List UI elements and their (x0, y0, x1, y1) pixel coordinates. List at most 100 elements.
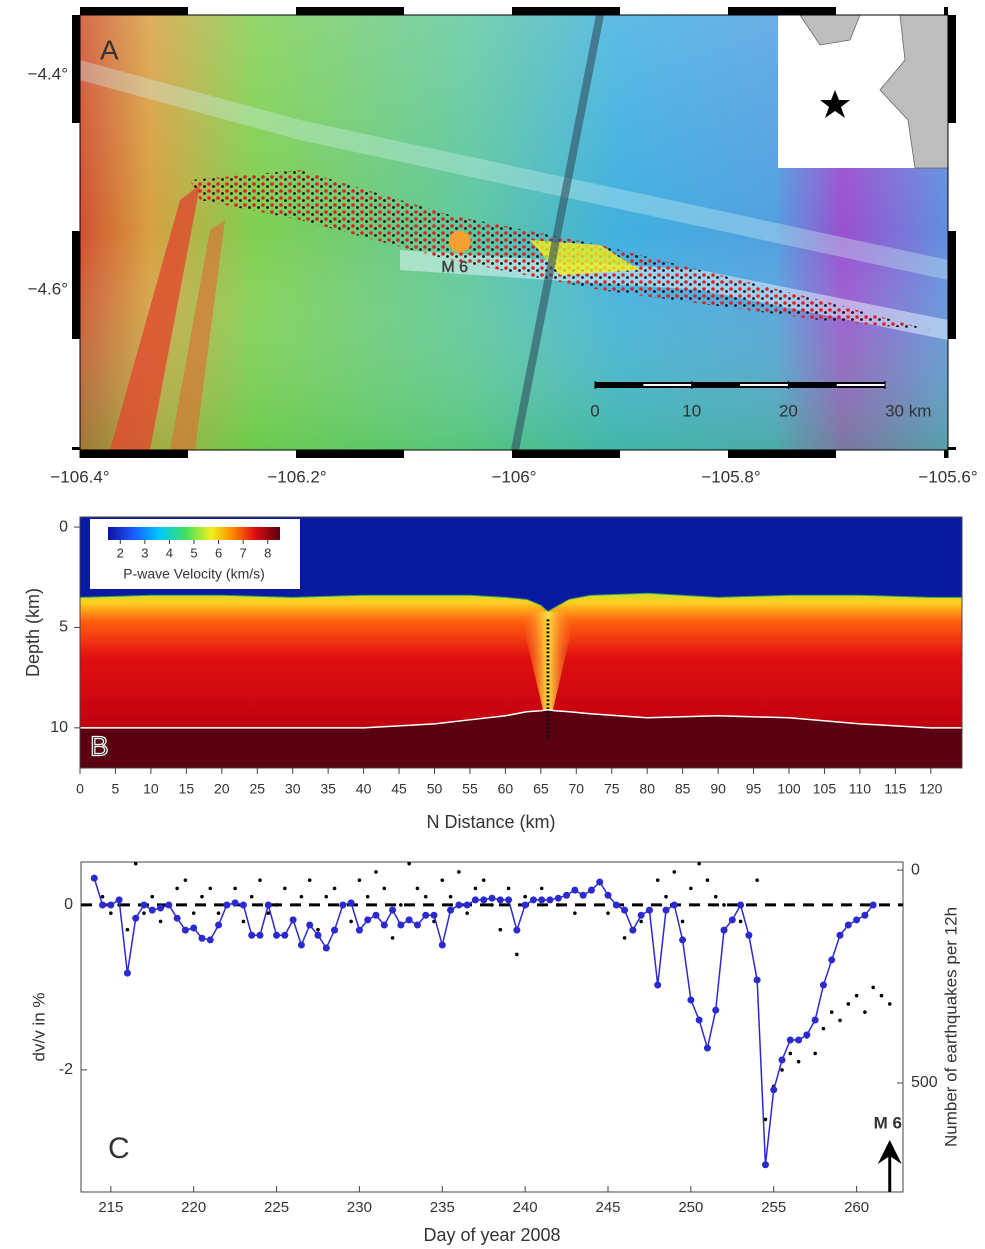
series-marker (215, 921, 223, 929)
annotation-label: M 6 (874, 1113, 902, 1132)
x-tick-label: 225 (264, 1199, 289, 1216)
series-marker (654, 981, 662, 989)
series-marker (397, 921, 405, 929)
data-point (821, 1026, 826, 1031)
data-point (150, 894, 155, 899)
x-tick-label: 260 (844, 1199, 869, 1216)
data-point (440, 878, 445, 882)
data-point (722, 903, 726, 907)
panel-label: C (108, 1132, 130, 1165)
series-marker (496, 896, 504, 904)
series-marker (181, 926, 189, 934)
data-point (299, 894, 304, 899)
series-marker (430, 911, 438, 919)
x-tick-label: 50 (427, 781, 443, 797)
colorbar-tick-label: 2 (117, 545, 124, 560)
series-marker (364, 916, 372, 924)
crust (80, 593, 962, 728)
data-point (357, 878, 362, 882)
data-point (639, 919, 643, 924)
data-point (158, 919, 163, 924)
data-point (274, 903, 279, 907)
data-point (846, 1002, 851, 1006)
x-tick-label: 80 (639, 781, 655, 797)
series-marker (538, 896, 546, 904)
series-marker (753, 976, 761, 984)
series-marker (223, 901, 231, 909)
series-marker (455, 901, 463, 909)
data-point (191, 911, 196, 915)
x-tick-label: 215 (98, 1199, 123, 1216)
data-point (755, 878, 759, 882)
data-point (316, 927, 320, 932)
data-point (705, 878, 710, 882)
data-point (498, 927, 503, 932)
series-marker (157, 904, 165, 912)
series-marker (314, 931, 322, 939)
data-point (133, 861, 138, 866)
data-point (863, 1010, 867, 1014)
series-marker (190, 924, 198, 932)
colorbar-tick-label: 7 (240, 545, 247, 560)
data-point (680, 919, 685, 924)
data-point (125, 927, 130, 932)
y-tick-label: 5 (59, 619, 68, 636)
series-marker (554, 894, 562, 902)
x-tick-label: 85 (675, 781, 691, 797)
y-tick-label: 10 (50, 719, 68, 736)
series-marker (438, 941, 446, 949)
scale-label: 30 km (885, 401, 931, 420)
y2-tick-label: 500 (911, 1074, 938, 1091)
series-marker (389, 906, 397, 914)
series-marker (786, 1036, 794, 1044)
data-point (523, 894, 527, 899)
series-marker (844, 921, 852, 929)
x-tick-label: 230 (347, 1199, 372, 1216)
data-point (813, 1051, 817, 1056)
data-point (216, 911, 221, 915)
series-marker (480, 896, 488, 904)
water (80, 517, 962, 612)
x-tick-label: 250 (678, 1199, 703, 1216)
series-marker (322, 944, 330, 952)
x-tick-label: −105.8° (701, 467, 760, 486)
plot-frame (79, 516, 963, 769)
series-marker (728, 916, 736, 924)
data-point (465, 911, 469, 915)
data-point (573, 911, 577, 915)
colorbar-tick-label: 5 (190, 545, 197, 560)
series-marker (579, 891, 587, 899)
x-tick-label: 5 (112, 781, 120, 797)
series-marker (853, 916, 861, 924)
data-point (879, 993, 884, 998)
data-point (515, 952, 519, 957)
data-point (871, 985, 875, 990)
data-point (208, 886, 213, 891)
data-point (506, 886, 511, 891)
scale-label: 10 (682, 401, 701, 420)
data-point (448, 894, 453, 899)
x-tick-label: 15 (179, 781, 195, 797)
series-marker (629, 926, 637, 934)
y-axis-label: dv/v in % (29, 993, 48, 1062)
series-marker (645, 906, 653, 914)
panel-label: A (100, 34, 119, 65)
data-point (415, 886, 420, 891)
data-point (473, 886, 478, 891)
series-marker (637, 911, 645, 919)
series-marker (761, 1161, 769, 1169)
data-point (349, 919, 353, 924)
data-point (763, 1117, 768, 1122)
x-tick-label: 245 (595, 1199, 620, 1216)
x-tick-label: 25 (249, 781, 265, 797)
scale-label: 0 (590, 401, 599, 420)
x-tick-label: 0 (76, 781, 84, 797)
series-marker (770, 1086, 778, 1094)
x-tick-label: −106° (491, 467, 536, 486)
series-marker (99, 901, 107, 909)
data-point (829, 1010, 834, 1014)
x-tick-label: 55 (462, 781, 478, 797)
data-point (556, 903, 561, 907)
series-marker (355, 926, 363, 934)
moho-line (80, 709, 962, 729)
